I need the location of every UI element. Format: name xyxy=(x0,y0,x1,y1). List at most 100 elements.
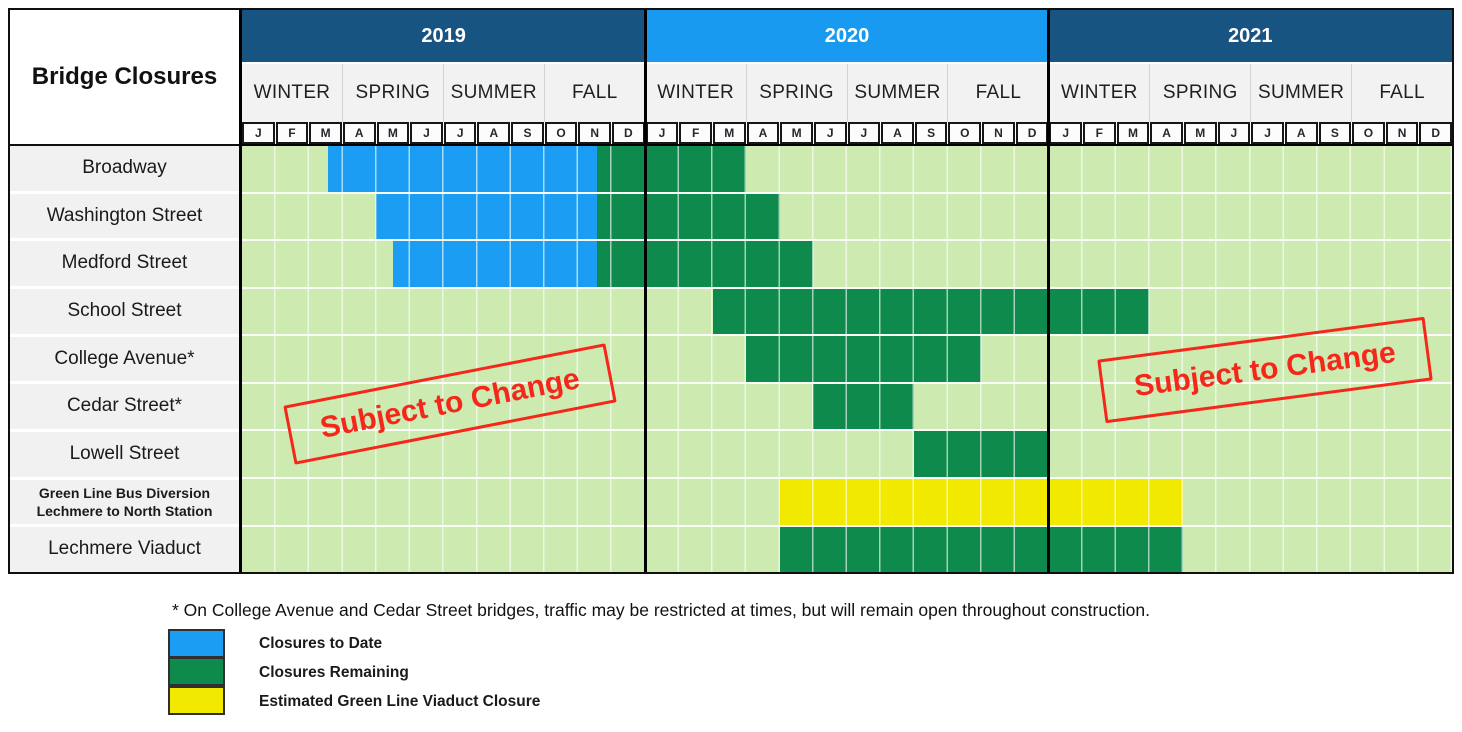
month-header-cell: A xyxy=(881,122,914,144)
legend-swatch-green xyxy=(168,657,225,686)
segment-closures-to-date xyxy=(393,241,597,287)
row-label-broadway: Broadway xyxy=(10,146,239,194)
month-header-cell: M xyxy=(1116,122,1150,144)
month-header-cell: A xyxy=(1150,122,1183,144)
segment-closures-remaining xyxy=(596,146,747,192)
row-label-line: College Avenue* xyxy=(54,347,195,369)
month-header-cell: F xyxy=(1083,122,1116,144)
timeline-row-green-line-bus-diversion xyxy=(242,478,1452,527)
legend-label: Closures Remaining xyxy=(259,663,409,681)
month-header-cell: N xyxy=(578,122,612,144)
row-label-line: Medford Street xyxy=(61,252,188,274)
month-header-cell: M xyxy=(712,122,746,144)
row-label-lechmere-viaduct: Lechmere Viaduct xyxy=(10,527,239,573)
month-header-cell: J xyxy=(1049,122,1083,144)
season-header-summer: SUMMER xyxy=(444,64,545,122)
year-divider-2019-2020 xyxy=(644,10,647,572)
month-header-cell: A xyxy=(342,122,376,144)
month-header-cell: A xyxy=(1284,122,1318,144)
season-header-spring: SPRING xyxy=(747,64,848,122)
segment-closures-to-date xyxy=(327,146,597,192)
month-header-cell: M xyxy=(1183,122,1217,144)
segment-closures-remaining xyxy=(914,431,1049,477)
month-header-cell: N xyxy=(1385,122,1419,144)
season-header-fall: FALL xyxy=(1379,82,1425,103)
month-header-cell: A xyxy=(746,122,780,144)
timeline-row-lechmere-viaduct xyxy=(242,526,1452,573)
segment-closures-remaining xyxy=(712,288,1150,335)
month-header-cell: A xyxy=(477,122,511,144)
month-header-cell: N xyxy=(982,122,1015,144)
month-header-cell: J xyxy=(847,122,881,144)
year-divider-2020-2021 xyxy=(1047,10,1050,572)
season-header-spring: SPRING xyxy=(1150,64,1252,122)
closure-schedule-table: Bridge Closures 2019 2020 2021 WINTER SPR… xyxy=(8,8,1454,574)
month-header-cell: J xyxy=(813,122,847,144)
month-header-cell: D xyxy=(1015,122,1049,144)
bridge-label-column: Broadway Washington Street Medford Street S… xyxy=(10,146,239,573)
month-header-cell: S xyxy=(511,122,544,144)
month-header-cell: F xyxy=(679,122,712,144)
year-header-row: 2019 2020 2021 xyxy=(242,10,1452,62)
legend-item-closures-remaining: Closures Remaining xyxy=(168,657,540,687)
month-header-cell: M xyxy=(309,122,342,144)
season-header-winter: WINTER xyxy=(646,64,747,122)
segment-glx-viaduct-estimate xyxy=(779,478,1184,525)
legend: Closures to Date Closures Remaining Esti… xyxy=(168,629,540,716)
month-header-cell: O xyxy=(1352,122,1385,144)
page-title: Bridge Closures xyxy=(31,63,218,90)
month-header-cell: J xyxy=(645,122,679,144)
segment-closures-remaining xyxy=(813,383,915,430)
month-header-cell: J xyxy=(410,122,443,144)
legend-swatch-blue xyxy=(168,629,225,658)
year-header-2021: 2021 xyxy=(1048,10,1452,62)
season-header-spring: SPRING xyxy=(343,64,444,122)
row-label-green-line-bus-diversion: Green Line Bus Diversion Lechmere to Nort… xyxy=(10,479,239,528)
season-header-row: WINTER SPRING SUMMER FALL WINTER SPRING SUMMER… xyxy=(242,62,1452,122)
season-header-summer: SUMMER xyxy=(1251,64,1353,122)
row-label-college-avenue-: College Avenue* xyxy=(10,336,239,385)
season-header-fall: FALL xyxy=(545,64,646,122)
footnote-text: * On College Avenue and Cedar Street bri… xyxy=(172,600,1150,620)
row-label-line: Broadway xyxy=(82,156,167,178)
month-header-cell: M xyxy=(376,122,410,144)
legend-label: Estimated Green Line Viaduct Closure xyxy=(259,692,541,710)
legend-label: Closures to Date xyxy=(259,634,383,652)
row-label-lowell-street: Lowell Street xyxy=(10,432,239,480)
table-title-cell: Bridge Closures xyxy=(10,10,239,146)
segment-closures-remaining xyxy=(779,526,1184,573)
legend-swatch-yellow xyxy=(168,686,225,715)
row-label-line: Washington Street xyxy=(46,204,203,226)
month-header-cell: S xyxy=(1318,122,1352,144)
month-header-cell: J xyxy=(1251,122,1284,144)
month-header-cell: S xyxy=(914,122,948,144)
row-label-line: Lechmere Viaduct xyxy=(48,538,201,560)
season-header-winter: WINTER xyxy=(1049,64,1151,122)
month-header-cell: J xyxy=(1217,122,1251,144)
season-header-summer: SUMMER xyxy=(848,64,949,122)
month-header-cell: F xyxy=(275,122,309,144)
timeline-row-medford-street xyxy=(242,241,1452,289)
row-label-school-street: School Street xyxy=(10,289,239,337)
label-column-divider xyxy=(239,10,242,572)
row-label-washington-street: Washington Street xyxy=(10,193,239,242)
row-label-line: School Street xyxy=(67,299,182,321)
legend-item-closures-to-date: Closures to Date xyxy=(168,629,540,658)
season-header-fall: FALL xyxy=(948,64,1050,122)
segment-closures-remaining xyxy=(596,241,814,287)
row-label-medford-street: Medford Street xyxy=(10,241,239,290)
season-header-winter: WINTER xyxy=(242,64,343,122)
row-label-cedar-street-: Cedar Street* xyxy=(10,384,239,433)
year-header-2020: 2020 xyxy=(645,10,1049,62)
timeline-row-school-street xyxy=(242,288,1452,337)
month-header-cell: O xyxy=(948,122,982,144)
segment-closures-to-date xyxy=(376,193,597,240)
row-label-line: Lechmere to North Station xyxy=(36,503,213,520)
timeline-row-broadway xyxy=(242,146,1452,194)
legend-item-glx-estimate: Estimated Green Line Viaduct Closure xyxy=(168,686,541,716)
segment-closures-remaining xyxy=(596,193,780,240)
year-header-2019: 2019 xyxy=(242,10,646,62)
month-header-cell: D xyxy=(1419,122,1453,144)
